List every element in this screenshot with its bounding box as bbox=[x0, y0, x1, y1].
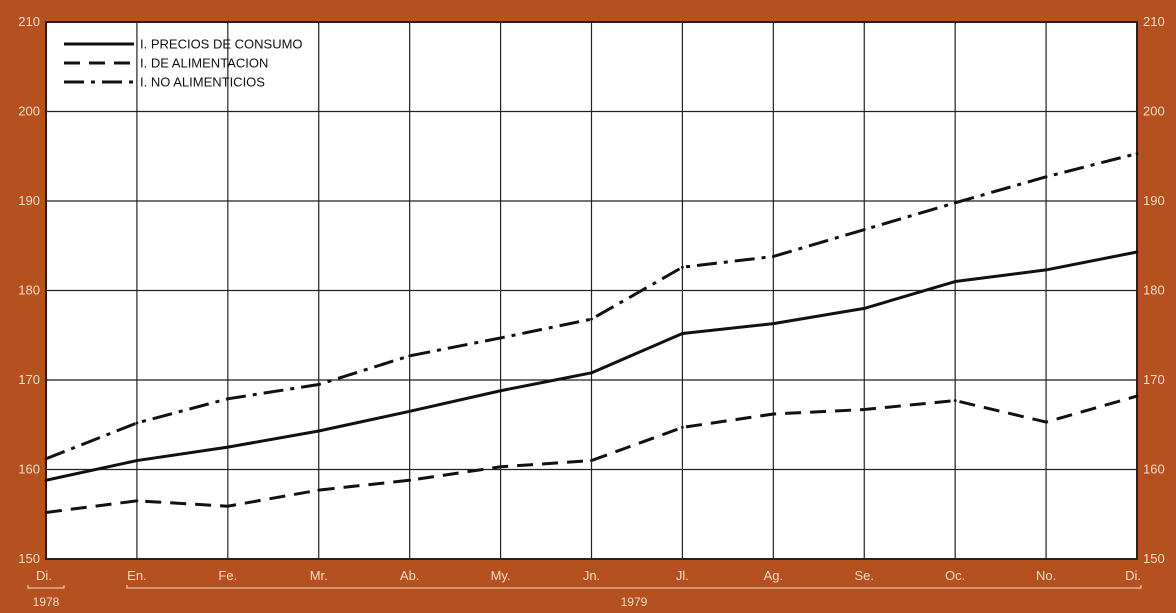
data-point bbox=[681, 426, 684, 429]
x-axis: Di. En. Fe. Mr. Ab. My. Jn. Jl. Ag. Se. Oc. No. Di. bbox=[36, 568, 1141, 583]
data-point bbox=[862, 228, 866, 232]
y-tick-label-right: 190 bbox=[1143, 193, 1165, 208]
legend-label: I. PRECIOS DE CONSUMO bbox=[140, 37, 303, 52]
data-point bbox=[1044, 268, 1048, 272]
y-tick-label-left: 160 bbox=[18, 462, 40, 477]
x-tick-label: Di. bbox=[36, 568, 52, 583]
x-tick-label: My. bbox=[491, 568, 511, 583]
year-bracket bbox=[126, 585, 1142, 589]
data-point bbox=[590, 317, 593, 321]
data-point bbox=[317, 488, 321, 492]
year-label: 1979 bbox=[621, 595, 648, 609]
x-tick-label: En. bbox=[127, 568, 147, 583]
plot-border bbox=[45, 21, 1138, 560]
x-tick-label: Se. bbox=[854, 568, 874, 583]
data-point bbox=[44, 478, 48, 482]
y-tick-label-right: 210 bbox=[1143, 14, 1165, 29]
y-tick-label-right: 170 bbox=[1143, 372, 1165, 387]
data-point bbox=[1135, 152, 1139, 155]
data-point bbox=[681, 332, 684, 335]
data-point bbox=[408, 409, 412, 413]
data-point bbox=[408, 478, 412, 482]
legend: I. PRECIOS DE CONSUMO I. DE ALIMENTACION I… bbox=[64, 37, 303, 90]
x-tick-label: Di. bbox=[1125, 568, 1141, 583]
data-point bbox=[1044, 420, 1048, 424]
data-point bbox=[408, 354, 412, 358]
data-point bbox=[499, 389, 502, 393]
year-bracket bbox=[27, 585, 65, 589]
x-tick-label: Ag. bbox=[764, 568, 784, 583]
x-tick-label: No. bbox=[1036, 568, 1056, 583]
data-point bbox=[590, 371, 593, 375]
data-point bbox=[862, 408, 866, 411]
y-tick-label-left: 200 bbox=[18, 104, 40, 119]
y-tick-label-right: 180 bbox=[1143, 283, 1165, 298]
y-tick-label-right: 160 bbox=[1143, 462, 1165, 477]
data-point bbox=[317, 429, 321, 433]
y-axis-left: 150 160 170 180 190 200 210 bbox=[18, 14, 40, 566]
y-tick-label-left: 150 bbox=[18, 551, 40, 566]
grid bbox=[45, 21, 1138, 560]
data-point bbox=[44, 511, 48, 514]
data-point bbox=[499, 465, 502, 469]
data-point bbox=[1135, 250, 1139, 254]
year-label: 1978 bbox=[33, 595, 60, 609]
y-tick-label-left: 170 bbox=[18, 372, 40, 387]
legend-label: I. DE ALIMENTACION bbox=[140, 56, 268, 71]
data-point bbox=[499, 336, 502, 340]
data-point bbox=[44, 457, 48, 461]
y-tick-label-right: 200 bbox=[1143, 104, 1165, 119]
data-point bbox=[226, 397, 230, 401]
data-point bbox=[226, 504, 230, 508]
x-tick-label: Jl. bbox=[676, 568, 689, 583]
data-point bbox=[681, 265, 684, 269]
data-point bbox=[953, 399, 957, 402]
data-point bbox=[226, 445, 230, 449]
year-brackets: 1978 1979 bbox=[27, 585, 1142, 609]
data-point bbox=[771, 322, 775, 326]
y-tick-label-right: 150 bbox=[1143, 551, 1165, 566]
y-tick-label-left: 190 bbox=[18, 193, 40, 208]
data-point bbox=[953, 201, 957, 205]
y-tick-label-left: 210 bbox=[18, 14, 40, 29]
data-point bbox=[317, 383, 321, 386]
x-tick-label: Ab. bbox=[400, 568, 420, 583]
x-tick-label: Jn. bbox=[583, 568, 600, 583]
data-point bbox=[953, 280, 957, 283]
data-point bbox=[135, 499, 139, 503]
series-group bbox=[44, 152, 1139, 514]
y-tick-label-left: 180 bbox=[18, 283, 40, 298]
data-point bbox=[1135, 394, 1139, 398]
x-tick-label: Mr. bbox=[310, 568, 328, 583]
legend-label: I. NO ALIMENTICIOS bbox=[140, 75, 265, 90]
x-tick-label: Oc. bbox=[945, 568, 965, 583]
y-axis-right: 150 160 170 180 190 200 210 bbox=[1143, 14, 1165, 566]
data-point bbox=[771, 255, 775, 258]
data-point bbox=[135, 459, 139, 462]
data-point bbox=[135, 421, 139, 425]
data-point bbox=[771, 412, 775, 416]
data-point bbox=[590, 459, 593, 462]
data-point bbox=[862, 307, 866, 310]
data-point bbox=[1044, 175, 1048, 179]
x-tick-label: Fe. bbox=[218, 568, 237, 583]
